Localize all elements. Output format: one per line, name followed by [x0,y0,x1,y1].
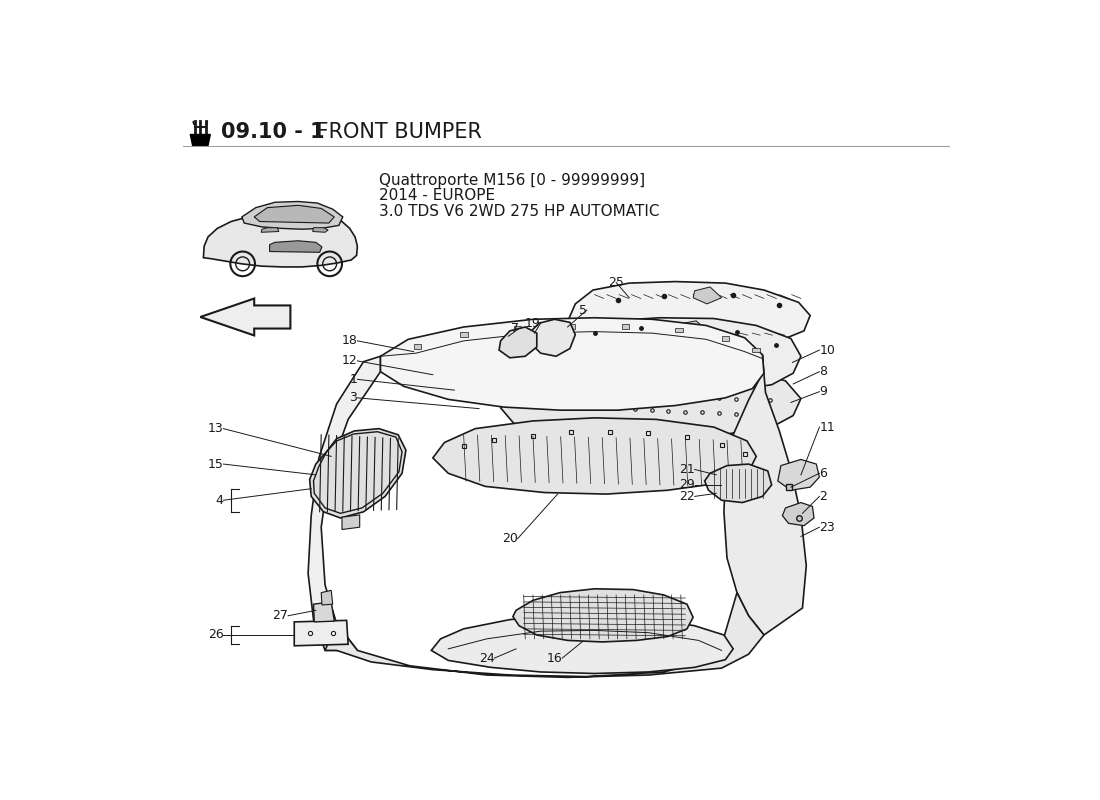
Text: 26: 26 [208,629,223,642]
Text: 2: 2 [820,490,827,503]
Text: FRONT BUMPER: FRONT BUMPER [310,122,482,142]
Polygon shape [342,515,360,530]
Text: 3.0 TDS V6 2WD 275 HP AUTOMATIC: 3.0 TDS V6 2WD 275 HP AUTOMATIC [378,204,660,218]
Text: 20: 20 [502,532,517,546]
Polygon shape [678,321,708,338]
Polygon shape [693,287,722,304]
Bar [568,324,575,329]
Text: 4: 4 [216,494,223,506]
Polygon shape [782,502,814,526]
Polygon shape [308,356,381,650]
Polygon shape [381,318,763,410]
Text: 15: 15 [208,458,223,470]
Text: 22: 22 [679,490,695,503]
Text: 9: 9 [820,385,827,398]
Text: 13: 13 [208,422,223,435]
Text: 19: 19 [525,317,541,330]
Polygon shape [204,211,358,267]
Text: 6: 6 [820,467,827,480]
Text: Quattroporte M156 [0 - 99999999]: Quattroporte M156 [0 - 99999999] [378,173,645,188]
Text: 12: 12 [342,354,358,367]
Bar [414,344,421,349]
Polygon shape [433,418,757,494]
Bar [722,336,729,341]
Polygon shape [310,429,406,518]
Polygon shape [321,590,332,605]
Text: 2014 - EUROPE: 2014 - EUROPE [378,188,495,203]
Text: 09.10 - 1: 09.10 - 1 [221,122,324,142]
Text: 11: 11 [820,421,835,434]
Polygon shape [547,318,801,394]
Text: 16: 16 [547,651,562,665]
Polygon shape [242,202,343,230]
Text: 10: 10 [820,344,835,357]
Text: 29: 29 [679,478,695,491]
Text: 27: 27 [272,610,288,622]
Polygon shape [314,602,334,622]
Bar [514,326,521,331]
Polygon shape [513,589,693,642]
Polygon shape [499,327,537,358]
Text: 24: 24 [478,651,495,665]
Polygon shape [326,593,763,678]
Text: 25: 25 [608,276,624,289]
Text: 23: 23 [820,521,835,534]
Polygon shape [568,282,810,350]
Text: 21: 21 [679,463,695,476]
Text: 7: 7 [512,322,519,335]
Bar [621,324,629,329]
Polygon shape [254,206,334,223]
Polygon shape [261,228,279,232]
Polygon shape [500,362,801,439]
Polygon shape [724,354,806,635]
Text: 3: 3 [350,391,358,404]
Polygon shape [270,241,322,252]
Text: 5: 5 [579,303,587,317]
Bar [752,348,760,353]
Polygon shape [200,298,290,335]
Polygon shape [778,459,820,490]
Polygon shape [190,134,210,146]
Text: 1: 1 [350,373,358,386]
Polygon shape [529,319,575,356]
Text: 8: 8 [820,365,827,378]
Bar [460,332,467,337]
Polygon shape [312,228,328,232]
Polygon shape [431,616,733,674]
Text: 18: 18 [341,334,358,347]
Polygon shape [705,464,772,502]
Bar [675,328,683,332]
Polygon shape [295,620,348,646]
